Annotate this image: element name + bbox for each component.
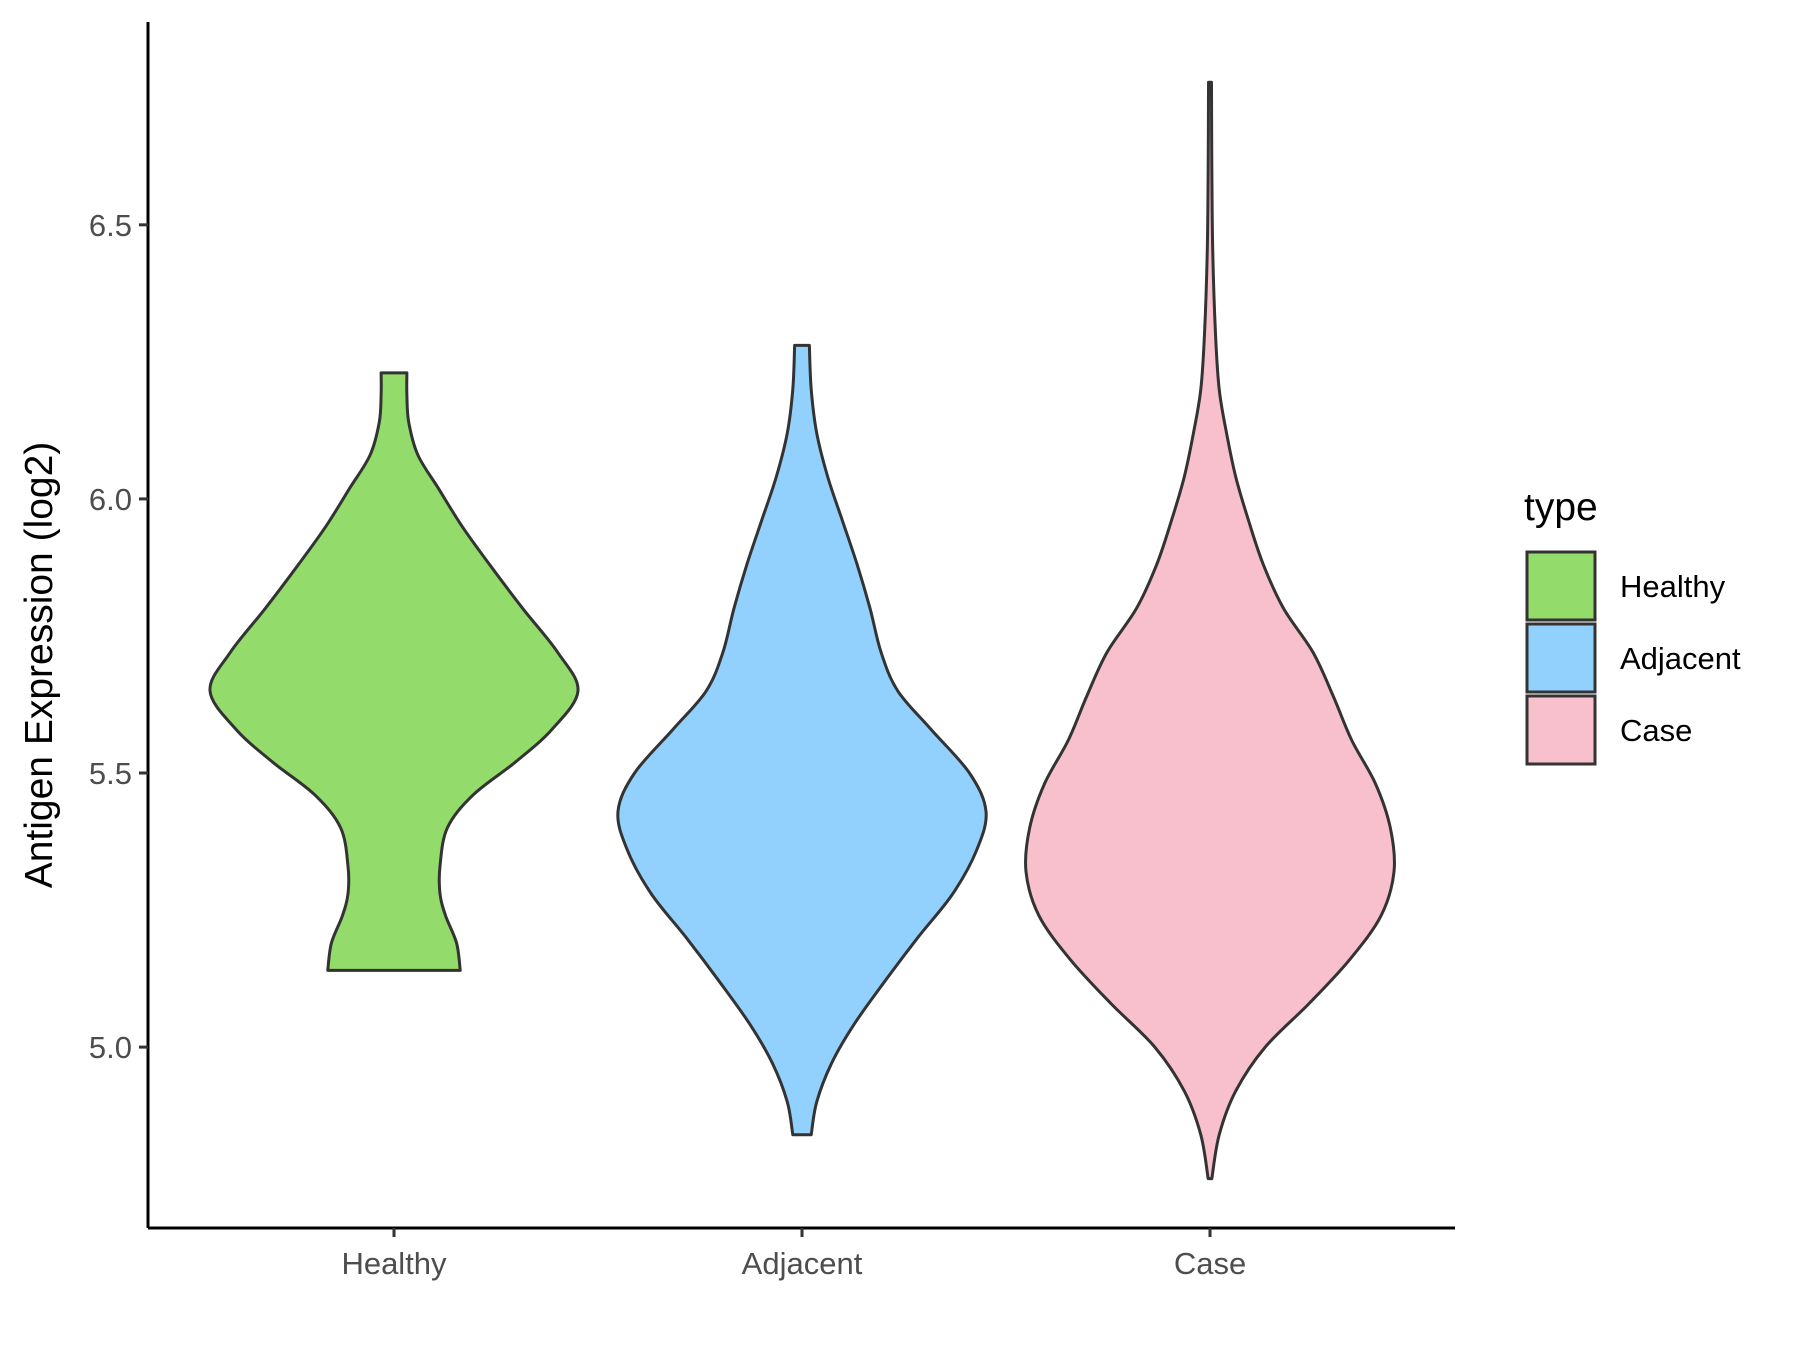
x-tick-label: Adjacent xyxy=(742,1246,863,1281)
x-tick-label: Healthy xyxy=(341,1246,447,1281)
axes-layer: 5.0 5.5 6.0 6.5 Healthy Adjacent Case xyxy=(89,22,1455,1281)
violin-healthy xyxy=(208,371,580,972)
legend: type Healthy Adjacent Case xyxy=(1524,486,1741,766)
violin-adjacent xyxy=(616,343,988,1137)
violin-case xyxy=(1023,80,1397,1181)
y-tick-label: 6.0 xyxy=(89,482,132,517)
x-ticks: Healthy Adjacent Case xyxy=(341,1228,1246,1281)
y-tick-label: 6.5 xyxy=(89,208,132,243)
legend-items: Healthy Adjacent Case xyxy=(1525,550,1741,766)
legend-label-case: Case xyxy=(1620,713,1692,748)
legend-swatch-healthy xyxy=(1525,550,1597,622)
violin-layer xyxy=(208,80,1397,1181)
legend-title: type xyxy=(1524,486,1598,529)
y-tick-label: 5.5 xyxy=(89,756,132,791)
legend-label-adjacent: Adjacent xyxy=(1620,641,1741,676)
y-tick-label: 5.0 xyxy=(89,1030,132,1065)
legend-label-healthy: Healthy xyxy=(1620,569,1726,604)
legend-swatch-adjacent xyxy=(1525,622,1597,694)
y-ticks: 5.0 5.5 6.0 6.5 xyxy=(89,208,148,1065)
legend-swatch-case xyxy=(1525,694,1597,766)
y-axis-title: Antigen Expression (log2) xyxy=(18,442,61,889)
x-tick-label: Case xyxy=(1174,1246,1246,1281)
